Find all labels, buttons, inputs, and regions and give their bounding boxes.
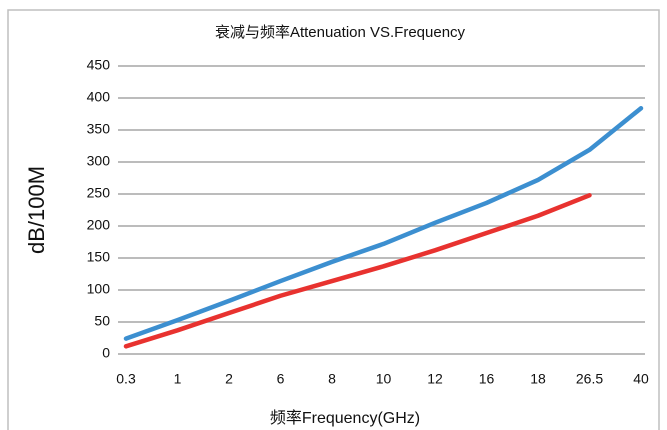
x-tick-label: 10	[376, 371, 392, 387]
y-tick-label: 150	[87, 249, 111, 265]
y-tick-label: 350	[87, 121, 111, 137]
x-tick-label: 26.5	[576, 371, 603, 387]
series-line	[123, 105, 644, 341]
y-tick-label: 250	[87, 185, 111, 201]
x-tick-label: 8	[328, 371, 336, 387]
y-tick-label: 400	[87, 89, 111, 105]
chart-title: 衰减与频率Attenuation VS.Frequency	[215, 24, 466, 41]
y-tick-label: 450	[87, 57, 111, 73]
x-tick-label: 40	[633, 371, 649, 387]
y-tick-label: 300	[87, 153, 111, 169]
x-tick-label: 0.3	[116, 371, 136, 387]
y-axis-label: dB/100M	[24, 166, 49, 254]
x-tick-label: 12	[427, 371, 443, 387]
x-tick-label: 6	[277, 371, 285, 387]
y-tick-label: 0	[102, 345, 110, 361]
x-axis-label: 频率Frequency(GHz)	[270, 409, 420, 427]
series-line	[123, 193, 592, 349]
x-tick-label: 2	[225, 371, 233, 387]
y-tick-label: 100	[87, 281, 111, 297]
y-tick-label: 50	[94, 313, 110, 329]
y-tick-label: 200	[87, 217, 111, 233]
x-tick-label: 1	[174, 371, 182, 387]
x-tick-label: 16	[479, 371, 495, 387]
x-tick-label: 18	[530, 371, 546, 387]
chart-frame	[7, 9, 660, 430]
